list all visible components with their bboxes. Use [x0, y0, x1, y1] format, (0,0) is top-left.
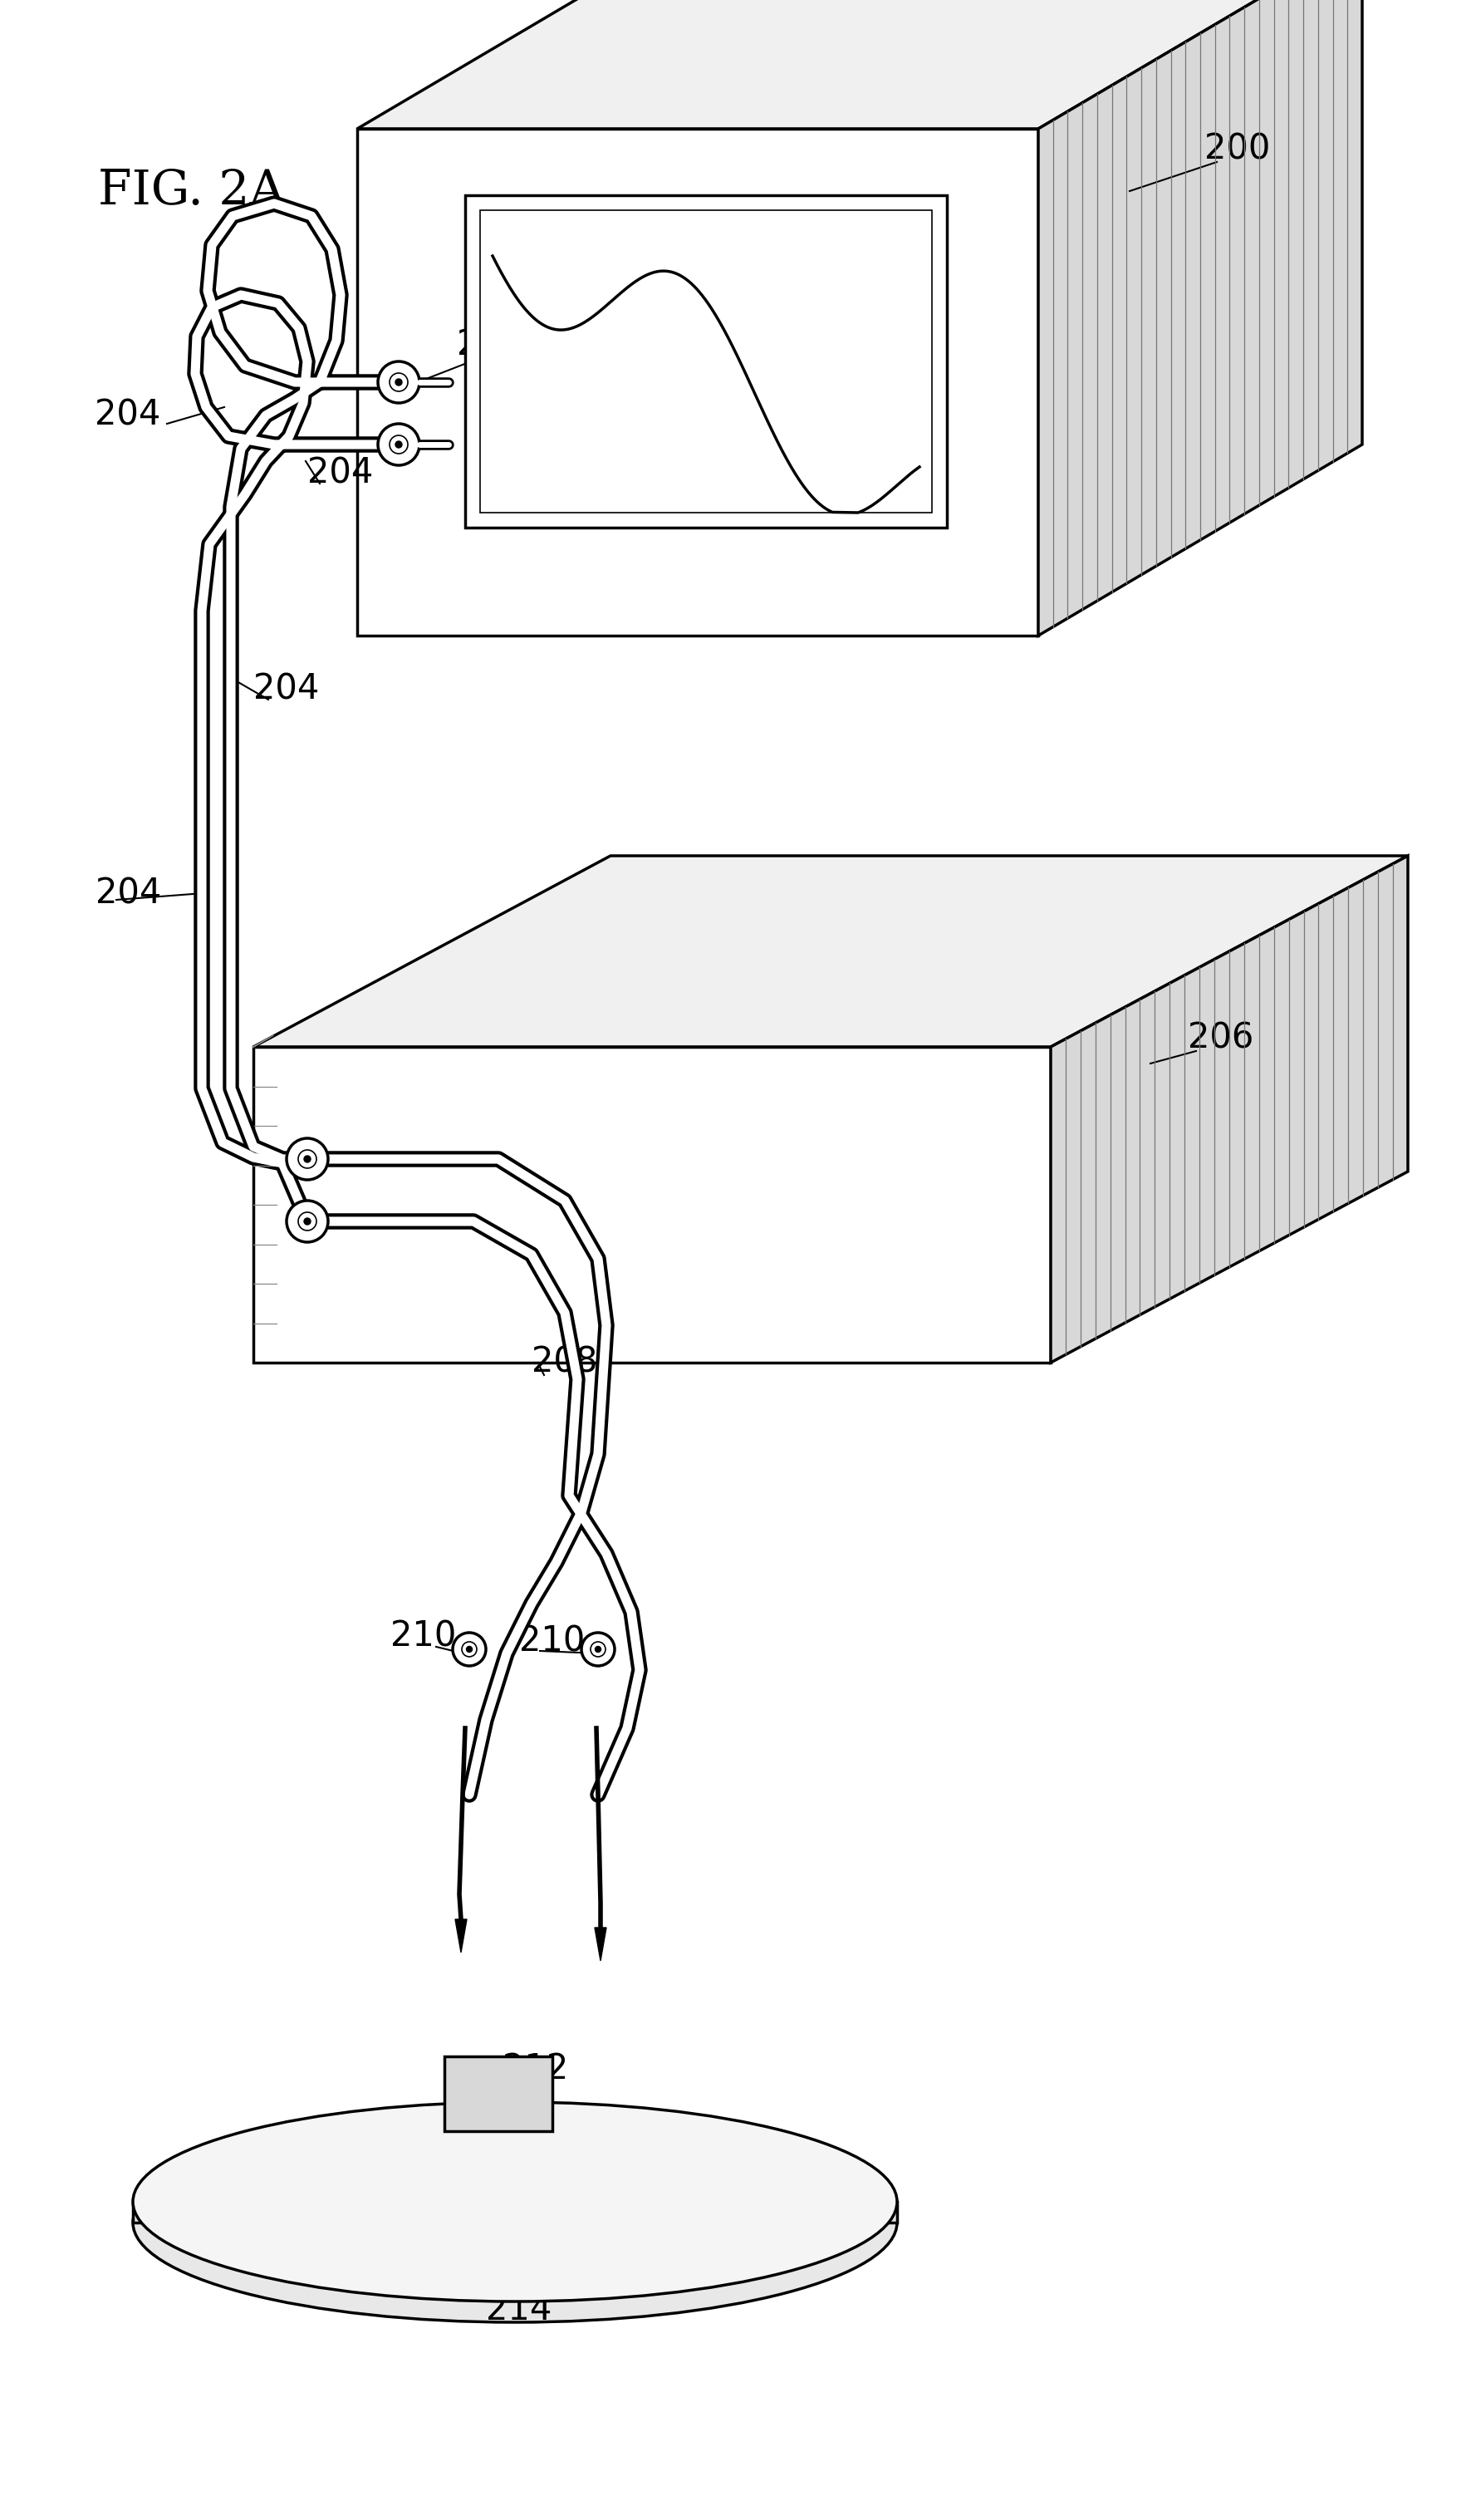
- Circle shape: [299, 1149, 316, 1169]
- Polygon shape: [480, 209, 933, 512]
- Polygon shape: [1050, 857, 1408, 1363]
- Polygon shape: [132, 2202, 897, 2223]
- Polygon shape: [357, 0, 1362, 129]
- Text: 206: 206: [1189, 1021, 1253, 1056]
- Circle shape: [390, 436, 407, 454]
- Polygon shape: [444, 2056, 552, 2132]
- Circle shape: [590, 1643, 606, 1656]
- Circle shape: [596, 1646, 602, 1653]
- Circle shape: [378, 423, 419, 466]
- Text: 204: 204: [307, 456, 374, 491]
- Polygon shape: [357, 129, 1039, 635]
- Polygon shape: [455, 1920, 466, 1953]
- Text: 202: 202: [457, 328, 524, 363]
- Circle shape: [396, 441, 402, 449]
- Text: 212: 212: [503, 2051, 569, 2087]
- Text: 200: 200: [1205, 131, 1271, 166]
- Polygon shape: [253, 857, 1408, 1046]
- Circle shape: [396, 378, 402, 386]
- Text: 204: 204: [253, 673, 319, 708]
- Text: 204: 204: [94, 398, 160, 433]
- Circle shape: [299, 1212, 316, 1230]
- Circle shape: [304, 1217, 310, 1225]
- Text: FIG. 2A: FIG. 2A: [99, 169, 285, 214]
- Ellipse shape: [132, 2122, 897, 2323]
- Circle shape: [453, 1633, 485, 1666]
- Text: 210: 210: [519, 1623, 585, 1658]
- Polygon shape: [465, 194, 947, 527]
- Ellipse shape: [132, 2102, 897, 2301]
- Circle shape: [378, 360, 419, 403]
- Text: 210: 210: [391, 1620, 456, 1653]
- Polygon shape: [253, 1046, 1050, 1363]
- Circle shape: [304, 1157, 310, 1162]
- Circle shape: [287, 1200, 328, 1242]
- Circle shape: [462, 1643, 477, 1656]
- Polygon shape: [1039, 0, 1362, 635]
- Circle shape: [287, 1139, 328, 1179]
- Text: 208: 208: [533, 1346, 597, 1381]
- Circle shape: [390, 373, 407, 391]
- Circle shape: [581, 1633, 615, 1666]
- Circle shape: [466, 1646, 472, 1653]
- Text: 214: 214: [485, 2293, 552, 2328]
- Text: 204: 204: [96, 877, 162, 910]
- Polygon shape: [594, 1928, 606, 1961]
